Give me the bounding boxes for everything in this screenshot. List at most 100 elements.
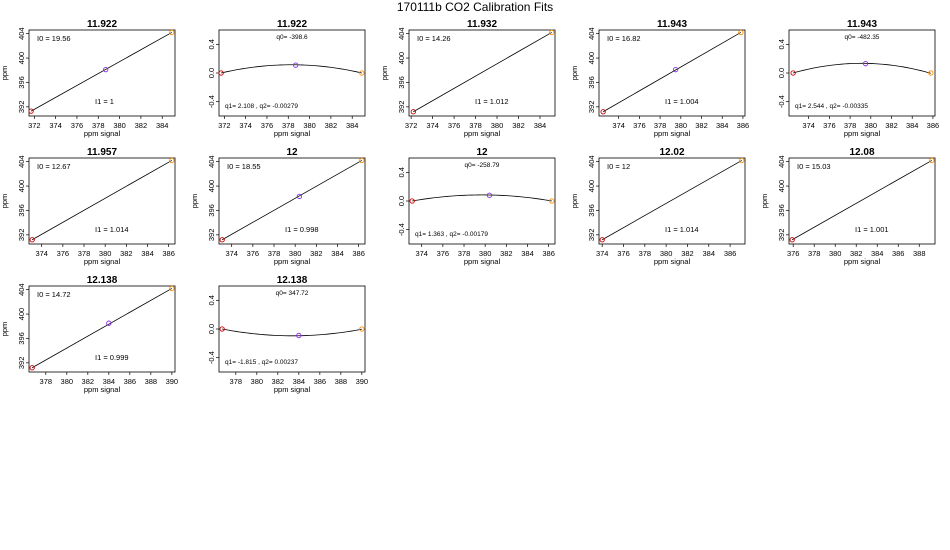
x-tick-label: 384 (703, 249, 716, 258)
x-tick-label: 386 (542, 249, 555, 258)
y-tick-label: 404 (17, 27, 26, 40)
mid-point (293, 62, 299, 68)
intercept-label: I0 = 18.55 (227, 162, 261, 171)
y-tick-label: 392 (17, 229, 26, 242)
y-tick-label: 404 (777, 155, 786, 168)
y-tick-label: 400 (17, 180, 26, 193)
fit-line (31, 288, 173, 369)
high-point (738, 29, 744, 36)
low-point (219, 237, 225, 243)
x-tick-label: 380 (251, 377, 264, 386)
panel-title: 12.138 (87, 275, 118, 286)
y-tick-label: 392 (17, 357, 26, 370)
y-tick-label: 392 (397, 101, 406, 114)
q0-label: q0= -258.79 (465, 162, 500, 169)
panel-title: 12 (286, 147, 298, 158)
high-point (928, 70, 934, 76)
x-tick-label: 376 (448, 121, 461, 130)
x-tick-label: 380 (61, 377, 74, 386)
x-tick-label: 390 (166, 377, 179, 386)
x-tick-label: 380 (491, 121, 504, 130)
fit-line (413, 32, 552, 113)
y-tick-label: 396 (777, 204, 786, 217)
low-point (790, 70, 796, 76)
intercept-label: I0 = 12 (607, 162, 630, 171)
plot-frame (28, 157, 176, 245)
y-tick-label: 400 (397, 52, 406, 65)
x-tick-label: 378 (844, 121, 857, 130)
high-point (739, 157, 745, 164)
high-point (169, 157, 175, 164)
y-tick-label: 396 (587, 76, 596, 89)
y-tick-label: 396 (397, 76, 406, 89)
x-tick-label: 378 (78, 249, 91, 258)
y-tick-label: 400 (587, 52, 596, 65)
intercept-label: I0 = 14.26 (417, 34, 451, 43)
plot-frame (408, 29, 556, 117)
high-point (929, 157, 935, 164)
low-point (410, 109, 416, 115)
y-tick-label: 396 (17, 76, 26, 89)
fit-line (602, 32, 742, 113)
intercept-label: I0 = 15.03 (797, 162, 831, 171)
plot-frame (218, 157, 366, 245)
x-tick-label: 374 (35, 249, 48, 258)
x-tick-label: 380 (289, 249, 302, 258)
q-coeff-label: q1= 1.363 , q2= -0.00179 (415, 231, 488, 238)
x-tick-label: 382 (500, 249, 513, 258)
panel-title: 12.138 (277, 275, 308, 286)
x-tick-label: 374 (426, 121, 439, 130)
y-tick-label: -0.4 (207, 351, 216, 364)
x-tick-label: 378 (92, 121, 105, 130)
y-tick-label: 396 (207, 204, 216, 217)
x-tick-label: 386 (927, 121, 940, 130)
fit-line (791, 160, 933, 241)
panel-3: 11.932 372 374 376 378 380 382 384 ppm signal 392… (380, 19, 556, 138)
mid-point (862, 61, 869, 67)
y-tick-label: 404 (397, 27, 406, 40)
x-tick-label: 372 (218, 121, 231, 130)
x-tick-label: 386 (892, 249, 905, 258)
low-point (409, 198, 415, 204)
x-tick-label: 382 (82, 377, 95, 386)
x-tick-label: 382 (885, 121, 898, 130)
x-tick-label: 386 (314, 377, 327, 386)
x-tick-label: 374 (225, 249, 238, 258)
low-point (29, 365, 35, 371)
x-tick-label: 382 (695, 121, 708, 130)
q-coeff-label: q1= -1.815 , q2= 0.00237 (225, 359, 298, 366)
panel-title: 11.943 (847, 19, 877, 30)
high-point (359, 326, 365, 332)
x-tick-label: 388 (145, 377, 158, 386)
fit-curve (221, 64, 362, 74)
x-tick-label: 380 (303, 121, 316, 130)
page-title: 170111b CO2 Calibration Fits (396, 0, 554, 14)
y-tick-label: 396 (17, 332, 26, 345)
x-tick-label: 378 (40, 377, 53, 386)
slope-label: I1 = 1.014 (95, 225, 129, 234)
slope-label: I1 = 1.012 (475, 97, 509, 106)
x-tick-label: 386 (724, 249, 737, 258)
x-tick-label: 376 (71, 121, 84, 130)
q0-label: q0= 347.72 (276, 290, 309, 297)
x-tick-label: 384 (141, 249, 154, 258)
x-tick-label: 382 (272, 377, 285, 386)
x-tick-label: 380 (675, 121, 688, 130)
low-point (599, 237, 605, 243)
plot-frame (28, 29, 176, 117)
x-tick-label: 378 (639, 249, 652, 258)
panel-title: 12.08 (849, 147, 874, 158)
y-tick-label: 400 (207, 180, 216, 193)
fit-curve (793, 62, 931, 74)
panel-10: 12.08 376 378 380 382 384 386 388 ppm signal 392 3… (760, 147, 936, 266)
x-tick-label: 376 (617, 249, 630, 258)
x-tick-label: 374 (802, 121, 815, 130)
x-axis-label: ppm signal (84, 385, 121, 394)
high-point (549, 198, 555, 204)
x-tick-label: 378 (268, 249, 281, 258)
y-tick-label: 400 (17, 52, 26, 65)
y-tick-label: -0.4 (777, 95, 786, 108)
x-tick-label: 376 (247, 249, 260, 258)
intercept-label: I0 = 14.72 (37, 290, 71, 299)
panel-12: 12.138 378 380 382 384 386 388 390 ppm signal -0.… (207, 275, 368, 394)
